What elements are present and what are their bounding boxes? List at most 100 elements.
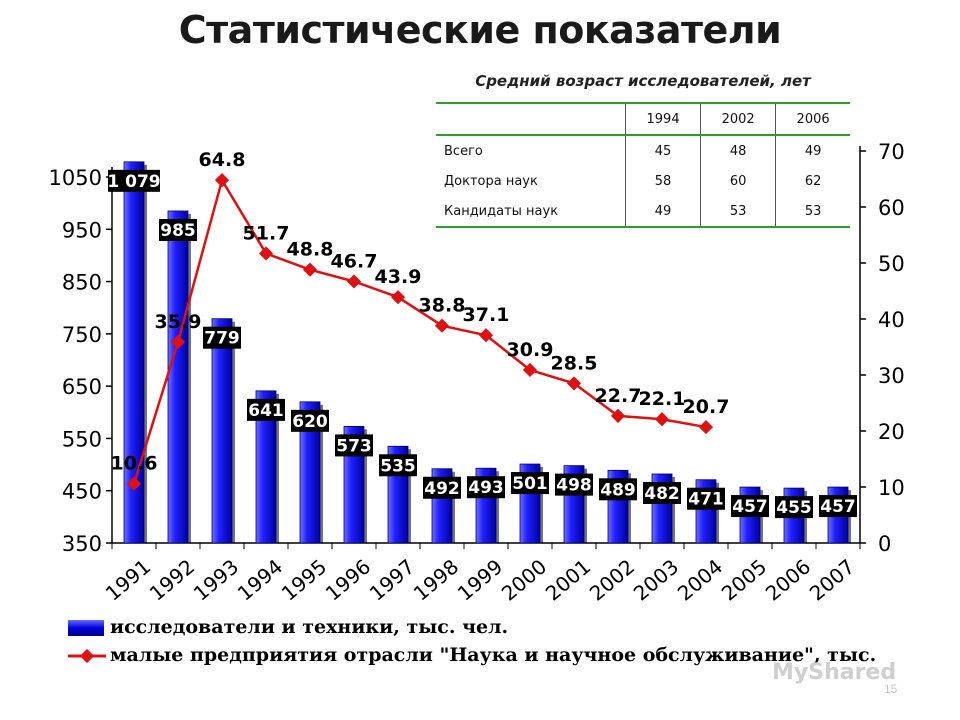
bar-label: 455 (776, 498, 812, 518)
bar-label: 457 (820, 497, 856, 517)
bar (299, 401, 321, 544)
table-header-cell (436, 103, 626, 135)
left-axis-tick-label: 350 (62, 532, 102, 556)
line-point (434, 318, 450, 333)
x-axis-tick-label: 1998 (409, 554, 463, 605)
bar-label-box (423, 476, 461, 499)
table-header-row: 1994 2002 2006 (436, 103, 850, 135)
bar-label-box (108, 169, 160, 192)
table-header-cell: 2002 (700, 103, 776, 135)
bar-label: 489 (600, 480, 636, 500)
line-point (698, 420, 714, 435)
table-cell: 53 (700, 196, 776, 227)
x-axis-tick-label: 1995 (277, 554, 331, 605)
left-axis-tick-label: 850 (62, 271, 102, 295)
table-cell: 60 (700, 166, 776, 196)
table-title: Средний возраст исследователей, лет (475, 72, 811, 90)
line-data-label: 37.1 (463, 304, 510, 326)
line-data-label: 48.8 (287, 239, 334, 261)
left-axis-tick-label: 1050 (49, 166, 102, 190)
bar-label: 1 079 (107, 172, 160, 192)
legend-label-bars: исследователи и техники, тыс. чел. (110, 616, 509, 638)
bar-label: 457 (732, 497, 768, 517)
legend-item-bars: исследователи и техники, тыс. чел. (68, 616, 948, 644)
table-cell: 62 (775, 166, 850, 196)
x-axis-tick-label: 1991 (101, 554, 155, 605)
bar-label-box (379, 454, 417, 477)
right-axis: 0 10 20 30 40 50 60 70 (859, 140, 905, 556)
line-point (522, 362, 538, 378)
bar-label-box (159, 218, 197, 241)
right-axis-tick-label: 40 (878, 308, 905, 332)
bar-label-box (511, 472, 549, 495)
watermark-logo: MyShared (772, 660, 897, 685)
x-axis-labels: 1991199219931994199519961997199819992000… (101, 554, 859, 605)
right-axis-tick-label: 70 (878, 140, 905, 164)
bar-label-box (687, 487, 725, 510)
line-point (610, 408, 626, 423)
line-point (214, 173, 230, 188)
legend-bar-swatch (68, 620, 104, 636)
bar (255, 390, 277, 544)
line-data-label: 22.7 (595, 385, 642, 407)
left-axis-tick-label: 550 (62, 427, 102, 451)
x-axis-tick-label: 1997 (365, 554, 419, 605)
left-axis-tick-label: 450 (62, 480, 102, 504)
line-data-label: 51.7 (243, 222, 290, 244)
bar-label-box (555, 473, 593, 496)
left-axis-tick-label: 950 (62, 218, 102, 242)
bar-label: 493 (468, 478, 504, 498)
bar-label-box (819, 495, 857, 518)
x-axis-tick-label: 2002 (585, 554, 639, 605)
x-axis-tick-label: 1993 (189, 554, 243, 605)
x-axis-tick-label: 2006 (761, 554, 815, 605)
x-axis-tick-label: 1994 (233, 554, 287, 605)
x-axis-tick-label: 2003 (629, 554, 683, 605)
bar-label: 535 (380, 456, 416, 476)
line-data-label: 64.8 (199, 149, 246, 171)
bar-label: 779 (204, 329, 240, 349)
line-point (258, 246, 274, 261)
table-row-label: Доктора наук (444, 173, 538, 189)
x-axis-tick-label: 2000 (497, 554, 551, 605)
x-axis-tick-label: 1999 (453, 554, 507, 605)
legend-label-line: малые предприятия отрасли "Наука и научн… (110, 644, 877, 666)
table-row-label: Всего (444, 143, 483, 159)
line-point (170, 334, 186, 350)
right-axis-tick-label: 20 (878, 420, 905, 444)
line-data-label: 20.7 (683, 396, 730, 418)
line-series: 10.6 35.9 64.8 51.748.846.743.9 38.837.1 30.9… (111, 149, 730, 491)
bar-label: 471 (688, 490, 724, 510)
bar-label-box (291, 409, 329, 432)
table-cell: 58 (624, 166, 701, 196)
legend-item-line: малые предприятия отрасли "Наука и научн… (68, 644, 948, 672)
line-path (132, 176, 707, 485)
x-axis-tick-label: 2007 (805, 554, 859, 605)
line-data-label: 43.9 (375, 266, 422, 288)
legend-line-swatch (68, 648, 106, 664)
bar (167, 210, 189, 544)
table-cell: 49 (624, 196, 701, 227)
line-data-label: 10.6 (111, 453, 158, 475)
line-data-label: 30.9 (507, 339, 554, 361)
x-axis-tick-label: 2004 (673, 554, 727, 605)
right-axis-tick-label: 10 (878, 476, 905, 500)
table-header-cell: 1994 (624, 103, 701, 135)
table-row: Доктора наук 58 60 62 (436, 166, 850, 196)
bar-label: 641 (248, 401, 284, 421)
line-data-label: 22.1 (639, 388, 686, 410)
bar-label-box (643, 481, 681, 504)
line-point (390, 290, 406, 305)
x-axis-tick-label: 2005 (717, 554, 771, 605)
table-cell: 49 (775, 135, 850, 166)
bar-label: 492 (424, 479, 460, 499)
x-axis-tick-label: 2001 (541, 554, 595, 605)
bar-label-box (335, 434, 373, 457)
left-axis-tick-label: 650 (62, 375, 102, 399)
line-data-label: 35.9 (155, 311, 202, 333)
bar-label: 573 (336, 436, 372, 456)
line-point (654, 412, 670, 427)
bar-label: 501 (512, 474, 548, 494)
line-point (478, 328, 494, 343)
